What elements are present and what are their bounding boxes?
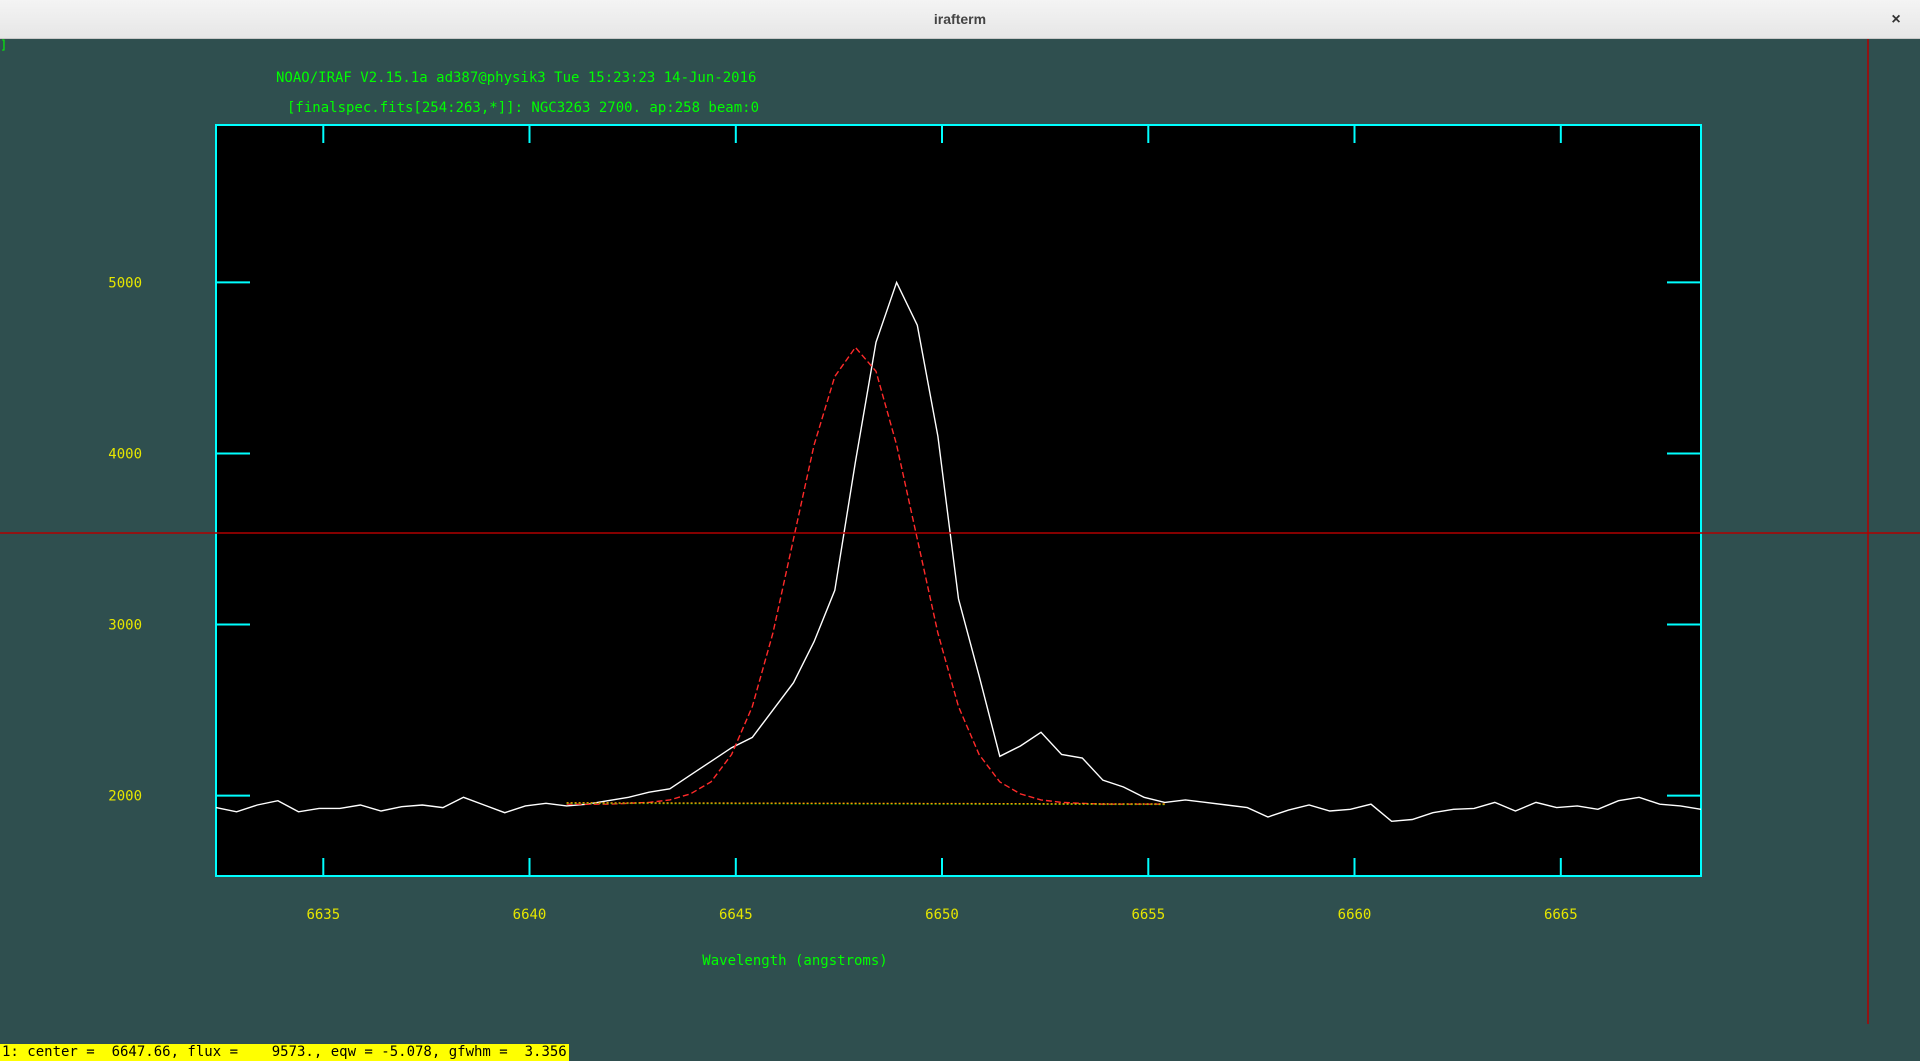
y-tick-label: 3000 [108,618,142,634]
axis-tick-labels: 6635 6640 6645 6650 6655 6660 6665 2000 3000 4000… [108,275,1577,923]
x-tick-label: 6665 [1544,907,1578,923]
x-tick-label: 6640 [513,907,547,923]
y-tick-label: 2000 [108,789,142,805]
window-title: irafterm [933,11,987,27]
close-icon[interactable]: × [1891,11,1901,28]
spectrum-series [215,280,1702,823]
x-tick-label: 6655 [1131,907,1165,923]
x-tick-label: 6645 [719,907,753,923]
y-tick-label: 5000 [108,275,142,291]
spectrum-plot[interactable]: ] NOAO/IRAF V2.15.1a ad387@physik3 Tue 1… [0,39,1920,1024]
plot-frame [215,124,1702,877]
x-tick-label: 6660 [1338,907,1372,923]
terminal-cursor-mark: ] [0,39,7,52]
graphics-terminal[interactable]: ] NOAO/IRAF V2.15.1a ad387@physik3 Tue 1… [0,39,1920,1061]
plot-header-spectrum: [finalspec.fits[254:263,*]]: NGC3263 270… [287,100,759,116]
x-tick-label: 6650 [925,907,959,923]
status-line: 1: center = 6647.66, flux = 9573., eqw =… [0,1044,569,1061]
x-axis-label: Wavelength (angstroms) [702,953,887,969]
axis-ticks [216,125,1701,876]
series-line-solid [215,280,1702,823]
y-tick-label: 4000 [108,447,142,463]
window-titlebar[interactable]: irafterm × [0,0,1920,39]
series-line-dashed [566,346,1165,805]
plot-header-system: NOAO/IRAF V2.15.1a ad387@physik3 Tue 15:… [276,70,756,86]
x-tick-label: 6635 [306,907,340,923]
